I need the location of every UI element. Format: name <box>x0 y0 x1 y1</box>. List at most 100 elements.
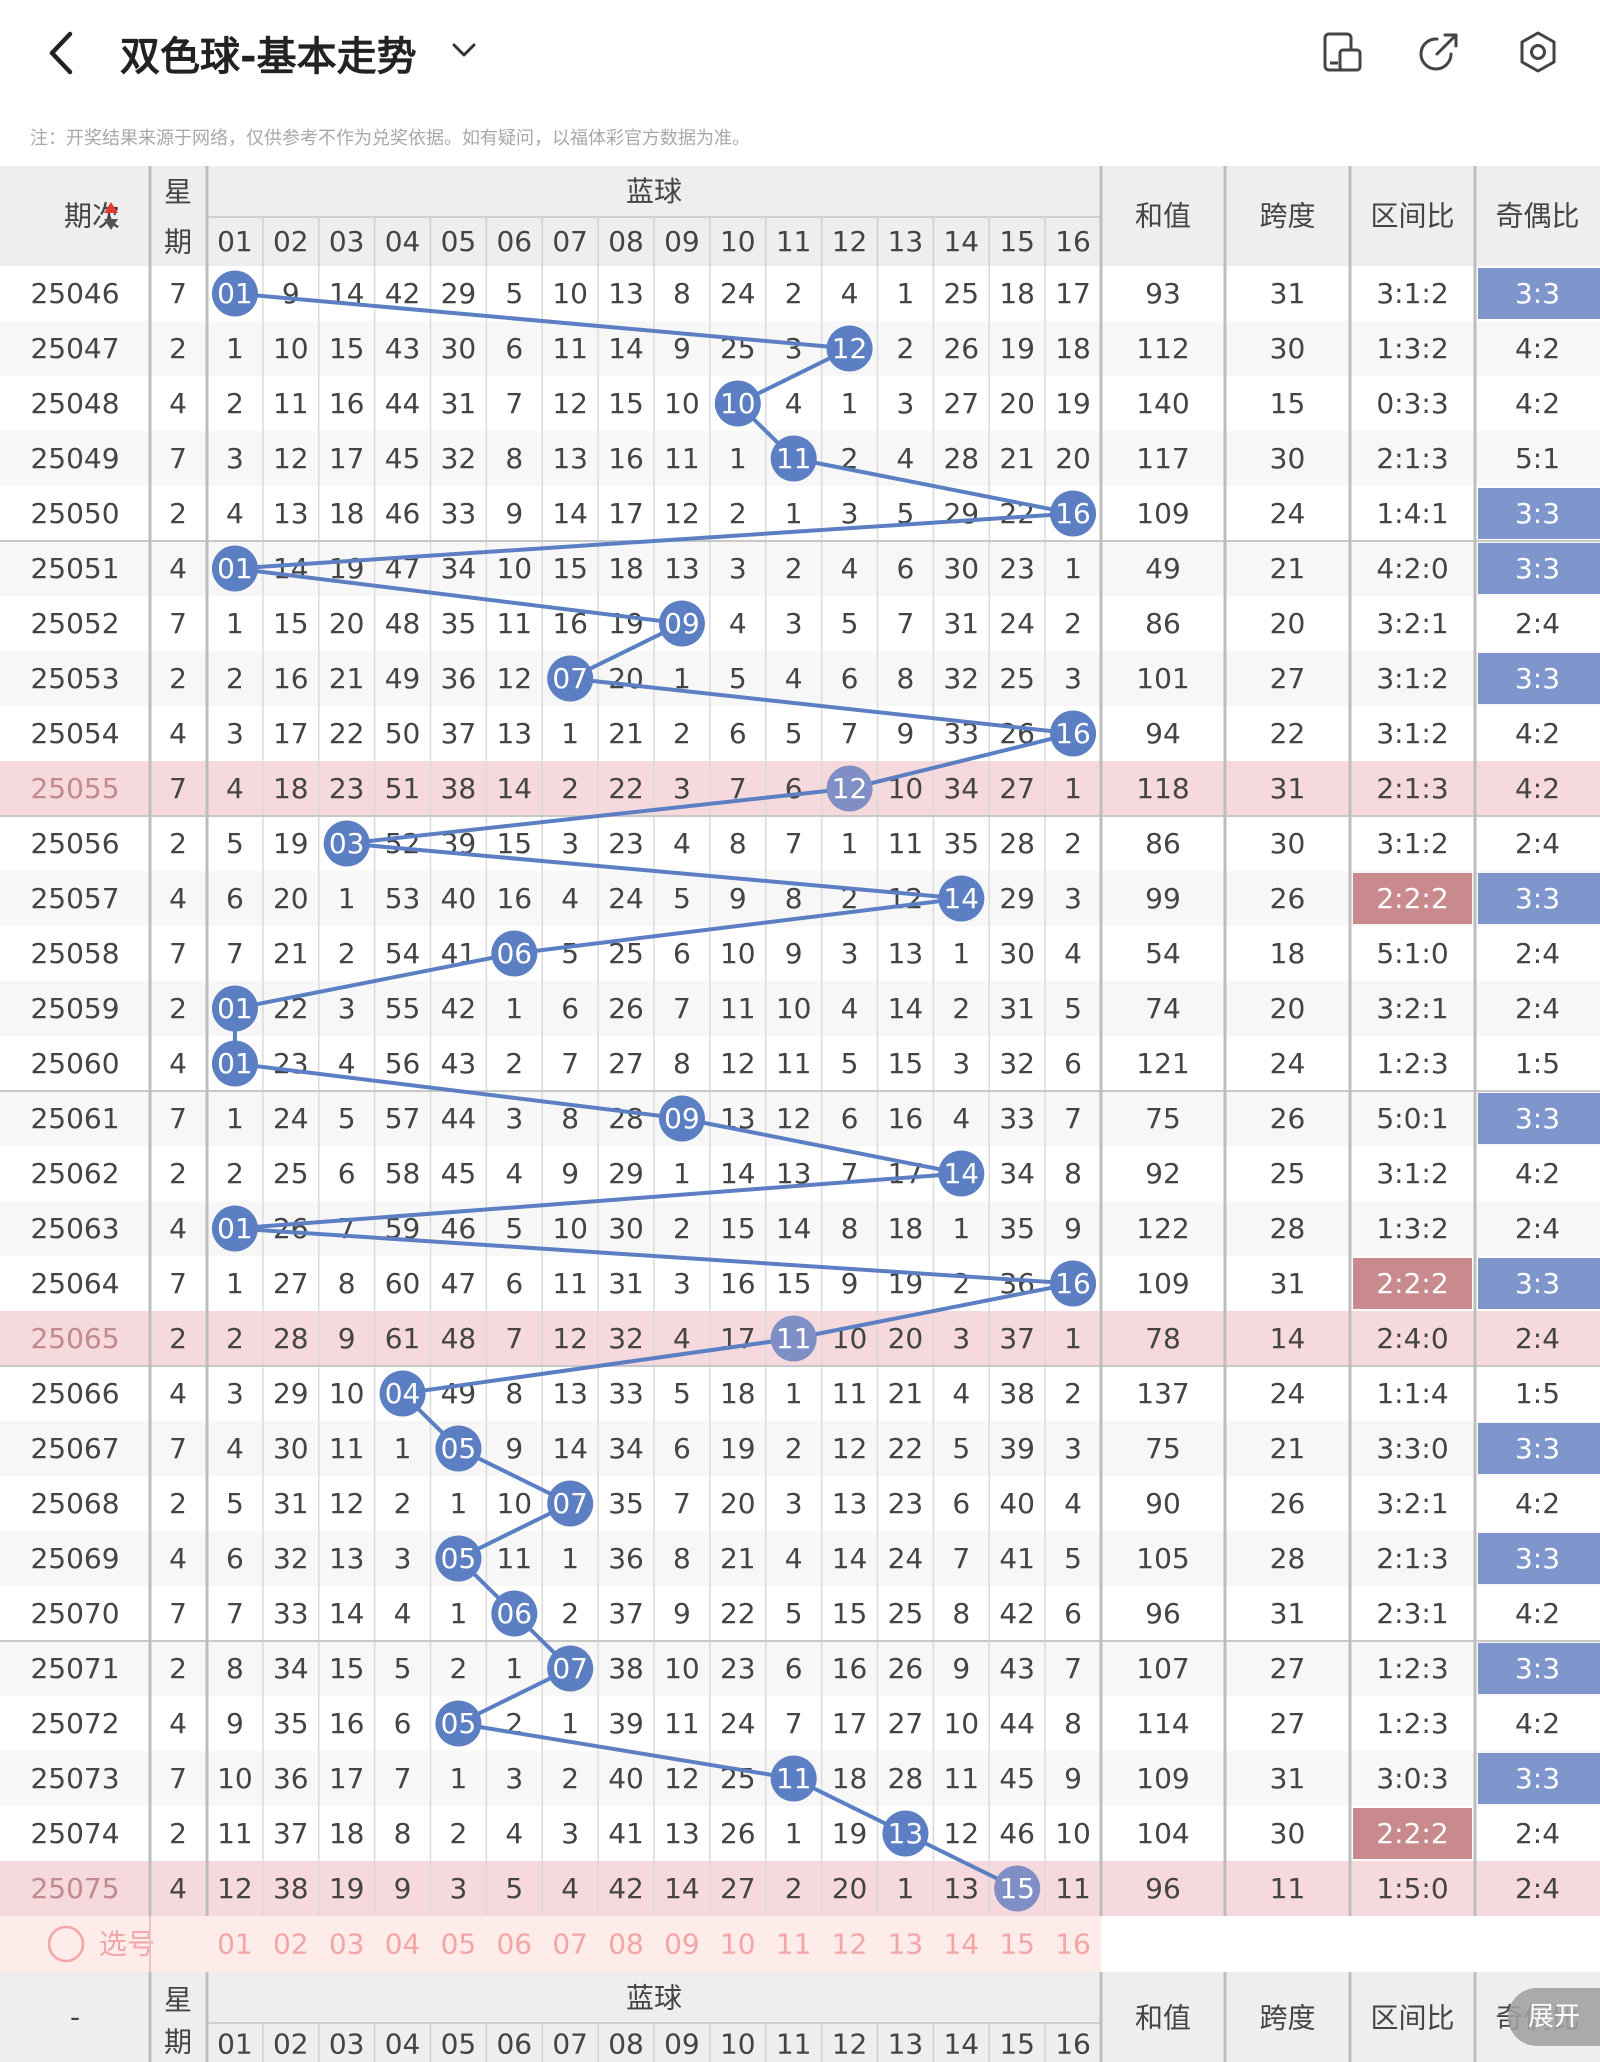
miss-count-cell: 42 <box>999 1597 1035 1630</box>
miss-count-cell: 4 <box>1064 1487 1082 1520</box>
span-cell: 21 <box>1270 552 1306 585</box>
select-number[interactable]: 03 <box>329 1928 365 1961</box>
table-row <box>0 1861 1600 1916</box>
oddeven-cell: 3:3 <box>1515 662 1560 695</box>
sum-cell: 105 <box>1136 1542 1189 1575</box>
miss-count-cell: 10 <box>720 937 756 970</box>
sum-cell: 109 <box>1136 497 1189 530</box>
blue-ball-number: 07 <box>552 662 588 695</box>
blue-ball-number: 05 <box>441 1432 477 1465</box>
sum-cell: 109 <box>1136 1267 1189 1300</box>
footer-blue-number: 09 <box>664 2028 700 2061</box>
issue-cell: 25046 <box>30 277 119 310</box>
span-cell: 27 <box>1270 662 1306 695</box>
oddeven-highlight <box>1478 1753 1600 1804</box>
chevron-left-icon[interactable] <box>40 28 80 78</box>
issue-cell: 25048 <box>30 387 119 420</box>
miss-count-cell: 41 <box>608 1817 644 1850</box>
select-number[interactable]: 01 <box>217 1928 253 1961</box>
miss-count-cell: 16 <box>329 387 365 420</box>
miss-count-cell: 3 <box>841 937 859 970</box>
miss-count-cell: 27 <box>999 772 1035 805</box>
select-number[interactable]: 04 <box>385 1928 421 1961</box>
blue-number-header: 11 <box>776 225 812 258</box>
miss-count-cell: 10 <box>552 1212 588 1245</box>
select-number[interactable]: 10 <box>720 1928 756 1961</box>
footer-header-week: 星 <box>164 1984 192 2017</box>
miss-count-cell: 31 <box>441 387 477 420</box>
miss-count-cell: 7 <box>897 607 915 640</box>
chevron-down-icon[interactable] <box>451 40 477 60</box>
blue-ball <box>211 1040 258 1087</box>
miss-count-cell: 1 <box>841 827 859 860</box>
week-cell: 7 <box>169 1762 187 1795</box>
blue-number-header: 15 <box>999 225 1035 258</box>
miss-count-cell: 27 <box>720 1872 756 1905</box>
miss-count-cell: 5 <box>841 607 859 640</box>
page-title[interactable]: 双色球-基本走势 <box>120 34 417 80</box>
select-number[interactable]: 02 <box>273 1928 309 1961</box>
miss-count-cell: 49 <box>385 662 421 695</box>
miss-count-cell: 38 <box>273 1872 309 1905</box>
miss-count-cell: 5 <box>226 1487 244 1520</box>
oddeven-cell: 3:3 <box>1515 1652 1560 1685</box>
select-label[interactable]: 选号 <box>99 1928 155 1961</box>
footer-header-bg <box>0 1972 1600 2062</box>
settings-icon[interactable] <box>1516 30 1560 74</box>
select-number[interactable]: 09 <box>664 1928 700 1961</box>
miss-count-cell: 47 <box>441 1267 477 1300</box>
select-number[interactable]: 11 <box>776 1928 812 1961</box>
week-cell: 4 <box>169 387 187 420</box>
miss-count-cell: 28 <box>888 1762 924 1795</box>
miss-count-cell: 6 <box>673 937 691 970</box>
footer-blue-number: 15 <box>999 2028 1035 2061</box>
sort-up-icon <box>104 202 118 213</box>
miss-count-cell: 10 <box>496 1487 532 1520</box>
blue-number-header: 14 <box>943 225 979 258</box>
select-number[interactable]: 13 <box>888 1928 924 1961</box>
blue-ball <box>547 1480 594 1527</box>
select-number[interactable]: 12 <box>832 1928 868 1961</box>
select-number[interactable]: 05 <box>441 1928 477 1961</box>
span-cell: 21 <box>1270 1432 1306 1465</box>
select-number[interactable]: 07 <box>552 1928 588 1961</box>
select-number[interactable]: 15 <box>999 1928 1035 1961</box>
table-row <box>0 1531 1600 1586</box>
select-number[interactable]: 14 <box>943 1928 979 1961</box>
blue-ball-number: 05 <box>441 1707 477 1740</box>
miss-count-cell: 14 <box>273 552 309 585</box>
blue-ball-number: 05 <box>441 1542 477 1575</box>
miss-count-cell: 24 <box>720 1707 756 1740</box>
miss-count-cell: 5 <box>338 1102 356 1135</box>
layout-icon[interactable] <box>1320 30 1364 74</box>
select-number[interactable]: 06 <box>496 1928 532 1961</box>
select-number[interactable]: 08 <box>608 1928 644 1961</box>
select-number[interactable]: 16 <box>1055 1928 1091 1961</box>
miss-count-cell: 5 <box>226 827 244 860</box>
week-cell: 4 <box>169 552 187 585</box>
miss-count-cell: 51 <box>385 772 421 805</box>
miss-count-cell: 23 <box>608 827 644 860</box>
miss-count-cell: 12 <box>217 1872 253 1905</box>
select-circle-icon[interactable] <box>47 1925 85 1963</box>
miss-count-cell: 43 <box>441 1047 477 1080</box>
issue-cell: 25050 <box>30 497 119 530</box>
range-cell: 3:1:2 <box>1376 1157 1448 1190</box>
range-cell: 2:2:2 <box>1376 882 1448 915</box>
miss-count-cell: 31 <box>999 992 1035 1025</box>
miss-count-cell: 9 <box>673 1597 691 1630</box>
expand-button[interactable]: 展开 <box>1508 1988 1600 2046</box>
miss-count-cell: 39 <box>608 1707 644 1740</box>
miss-count-cell: 8 <box>1064 1157 1082 1190</box>
sum-cell: 94 <box>1145 717 1181 750</box>
blue-ball-number: 01 <box>217 277 253 310</box>
range-cell: 3:2:1 <box>1376 992 1448 1025</box>
miss-count-cell: 10 <box>1055 1817 1091 1850</box>
miss-count-cell: 4 <box>338 1047 356 1080</box>
miss-count-cell: 22 <box>888 1432 924 1465</box>
miss-count-cell: 6 <box>841 1102 859 1135</box>
footer-blue-number: 07 <box>552 2028 588 2061</box>
share-icon[interactable] <box>1417 30 1461 74</box>
miss-count-cell: 58 <box>385 1157 421 1190</box>
blue-ball-number: 11 <box>776 1322 812 1355</box>
